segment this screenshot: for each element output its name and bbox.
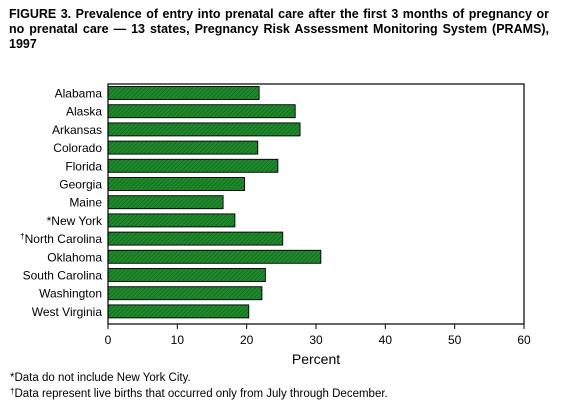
category-label-arkansas: Arkansas (52, 123, 102, 137)
bar-washington (107, 286, 263, 301)
category-label-west-virginia: West Virginia (32, 305, 103, 319)
bar-new-york (107, 213, 236, 228)
x-tick-label-20: 20 (240, 333, 254, 347)
footnote-marker: † (10, 387, 15, 396)
x-tick-label-40: 40 (379, 333, 393, 347)
category-label-georgia: Georgia (59, 178, 102, 192)
footnote-text: Data do not include New York City. (14, 372, 191, 384)
category-label-florida: Florida (65, 159, 102, 173)
category-label-south-carolina: South Carolina (23, 269, 103, 283)
category-label-alaska: Alaska (66, 105, 102, 119)
bar-maine (107, 195, 224, 210)
bar-west-virginia (107, 304, 250, 319)
x-tick-label-30: 30 (309, 333, 323, 347)
category-label-washington: Washington (39, 287, 102, 301)
bar-florida (107, 158, 279, 173)
x-tick-label-0: 0 (105, 333, 112, 347)
x-axis-label: Percent (292, 351, 340, 367)
category-labels: Alabama Alaska Arkansas Colorado Florida Geor… (20, 87, 103, 319)
category-label-north-carolina: †North Carolina (20, 232, 102, 246)
chart-title: FIGURE 3. Prevalence of entry into prena… (9, 7, 549, 51)
category-label-maine: Maine (69, 196, 102, 210)
bar-alabama (107, 86, 260, 100)
footnote-new-york: *Data do not include New York City. (10, 372, 388, 385)
bar-arkansas (107, 122, 301, 137)
footnote-text: Data represent live births that occurred… (14, 388, 388, 400)
bar-north-carolina (107, 231, 284, 246)
bar-colorado (107, 140, 259, 155)
category-label-colorado: Colorado (53, 141, 102, 155)
x-tick-label-10: 10 (171, 333, 185, 347)
bar-alaska (107, 104, 296, 119)
category-label-alabama: Alabama (55, 87, 103, 101)
bars-layer (107, 86, 322, 319)
category-label-oklahoma: Oklahoma (47, 250, 102, 264)
x-tick-label-50: 50 (448, 333, 462, 347)
footnote-marker: * (10, 372, 15, 384)
bar-oklahoma (107, 249, 322, 264)
category-label-new-york: *New York (47, 214, 103, 228)
footnotes: *Data do not include New York City. †Dat… (10, 372, 388, 401)
x-tick-label-60: 60 (517, 333, 531, 347)
bar-georgia (107, 177, 246, 191)
footnote-north-carolina: †Data represent live births that occurre… (10, 385, 388, 401)
x-axis: 0 10 20 30 40 50 60 (105, 324, 531, 347)
bar-south-carolina (107, 268, 266, 282)
